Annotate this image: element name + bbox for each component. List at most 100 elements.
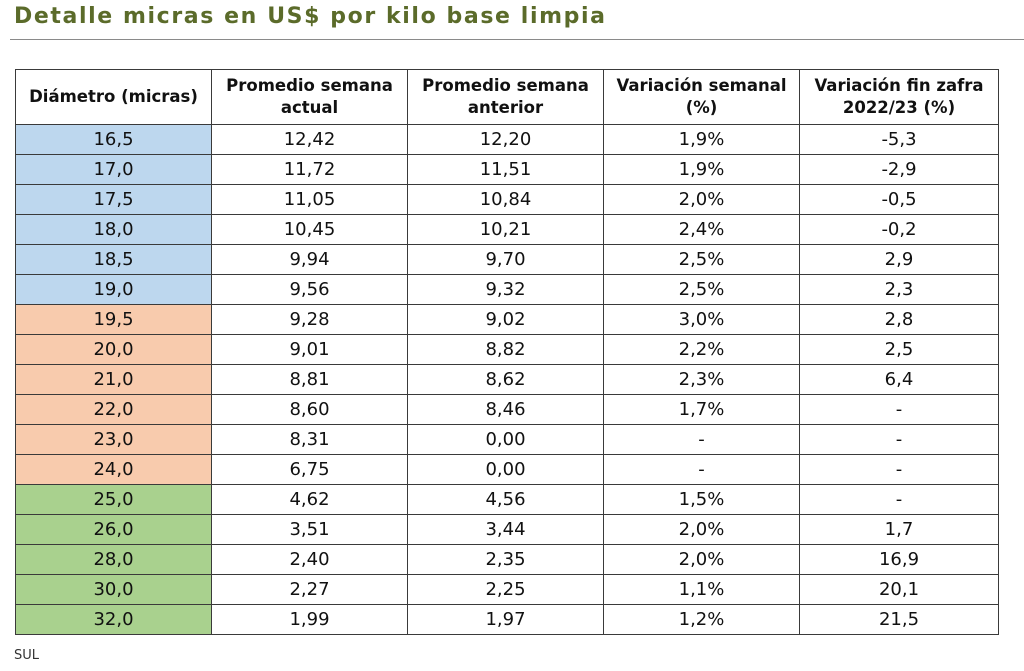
promedio-anterior-cell: 8,46 (407, 394, 604, 425)
header-variacion-zafra: Variación fin zafra 2022/23 (%) (799, 69, 999, 125)
micron-cell: 23,0 (15, 424, 212, 455)
variacion-semanal-cell: 2,3% (603, 364, 800, 395)
micron-cell: 21,0 (15, 364, 212, 395)
variacion-semanal-cell: 3,0% (603, 304, 800, 335)
promedio-actual-cell: 3,51 (211, 514, 408, 545)
promedio-actual-cell: 6,75 (211, 454, 408, 485)
page-title: Detalle micras en US$ por kilo base limp… (14, 4, 607, 29)
promedio-actual-cell: 2,27 (211, 574, 408, 605)
micron-cell: 24,0 (15, 454, 212, 485)
table-row: 17,0 11,72 11,51 1,9% -2,9 (15, 154, 999, 185)
micron-cell: 18,5 (15, 244, 212, 275)
variacion-semanal-cell: 1,9% (603, 154, 800, 185)
table-body: 16,5 12,42 12,20 1,9% -5,3 17,0 11,72 11,51 1,9%… (15, 124, 999, 635)
variacion-semanal-cell: 2,0% (603, 514, 800, 545)
promedio-anterior-cell: 1,97 (407, 604, 604, 635)
micron-price-table: Diámetro (micras) Promedio semana actual… (15, 69, 999, 635)
table-row: 18,5 9,94 9,70 2,5% 2,9 (15, 244, 999, 275)
micron-cell: 19,5 (15, 304, 212, 335)
promedio-actual-cell: 8,60 (211, 394, 408, 425)
micron-cell: 17,0 (15, 154, 212, 185)
variacion-zafra-cell: 2,3 (799, 274, 999, 305)
promedio-actual-cell: 9,28 (211, 304, 408, 335)
table-row: 30,0 2,27 2,25 1,1% 20,1 (15, 574, 999, 605)
variacion-zafra-cell: 2,5 (799, 334, 999, 365)
promedio-actual-cell: 11,72 (211, 154, 408, 185)
variacion-semanal-cell: 2,5% (603, 274, 800, 305)
variacion-semanal-cell: 2,4% (603, 214, 800, 245)
variacion-semanal-cell: 2,0% (603, 544, 800, 575)
micron-cell: 30,0 (15, 574, 212, 605)
table-row: 28,0 2,40 2,35 2,0% 16,9 (15, 544, 999, 575)
variacion-semanal-cell: 1,2% (603, 604, 800, 635)
micron-cell: 25,0 (15, 484, 212, 515)
promedio-actual-cell: 2,40 (211, 544, 408, 575)
promedio-anterior-cell: 0,00 (407, 424, 604, 455)
micron-cell: 19,0 (15, 274, 212, 305)
promedio-actual-cell: 10,45 (211, 214, 408, 245)
variacion-semanal-cell: 2,2% (603, 334, 800, 365)
promedio-anterior-cell: 9,70 (407, 244, 604, 275)
variacion-zafra-cell: 6,4 (799, 364, 999, 395)
promedio-anterior-cell: 10,21 (407, 214, 604, 245)
variacion-zafra-cell: -0,5 (799, 184, 999, 215)
table-row: 20,0 9,01 8,82 2,2% 2,5 (15, 334, 999, 365)
variacion-zafra-cell: -5,3 (799, 124, 999, 155)
header-promedio-anterior: Promedio semana anterior (407, 69, 604, 125)
promedio-anterior-cell: 10,84 (407, 184, 604, 215)
table-header: Diámetro (micras) Promedio semana actual… (15, 69, 999, 125)
table-row: 19,0 9,56 9,32 2,5% 2,3 (15, 274, 999, 305)
variacion-semanal-cell: 1,5% (603, 484, 800, 515)
table-row: 26,0 3,51 3,44 2,0% 1,7 (15, 514, 999, 545)
micron-cell: 22,0 (15, 394, 212, 425)
variacion-semanal-cell: 1,7% (603, 394, 800, 425)
promedio-actual-cell: 8,81 (211, 364, 408, 395)
header-promedio-actual: Promedio semana actual (211, 69, 408, 125)
promedio-anterior-cell: 11,51 (407, 154, 604, 185)
variacion-semanal-cell: 2,5% (603, 244, 800, 275)
promedio-actual-cell: 12,42 (211, 124, 408, 155)
variacion-zafra-cell: - (799, 484, 999, 515)
variacion-semanal-cell: - (603, 454, 800, 485)
promedio-actual-cell: 4,62 (211, 484, 408, 515)
title-divider (10, 39, 1024, 40)
variacion-semanal-cell: 1,9% (603, 124, 800, 155)
variacion-zafra-cell: - (799, 394, 999, 425)
table-row: 23,0 8,31 0,00- - (15, 424, 999, 455)
promedio-anterior-cell: 8,62 (407, 364, 604, 395)
table-row: 17,5 11,05 10,84 2,0% -0,5 (15, 184, 999, 215)
promedio-actual-cell: 11,05 (211, 184, 408, 215)
micron-cell: 26,0 (15, 514, 212, 545)
variacion-semanal-cell: 1,1% (603, 574, 800, 605)
table-row: 32,0 1,99 1,97 1,2% 21,5 (15, 604, 999, 635)
variacion-zafra-cell: 21,5 (799, 604, 999, 635)
promedio-anterior-cell: 9,02 (407, 304, 604, 335)
variacion-zafra-cell: 2,8 (799, 304, 999, 335)
table-row: 19,5 9,28 9,02 3,0% 2,8 (15, 304, 999, 335)
variacion-zafra-cell: - (799, 454, 999, 485)
promedio-actual-cell: 9,94 (211, 244, 408, 275)
promedio-anterior-cell: 2,25 (407, 574, 604, 605)
promedio-actual-cell: 1,99 (211, 604, 408, 635)
promedio-anterior-cell: 2,35 (407, 544, 604, 575)
micron-cell: 32,0 (15, 604, 212, 635)
variacion-zafra-cell: 1,7 (799, 514, 999, 545)
variacion-semanal-cell: - (603, 424, 800, 455)
micron-cell: 17,5 (15, 184, 212, 215)
variacion-zafra-cell: 16,9 (799, 544, 999, 575)
table-row: 18,0 10,45 10,21 2,4% -0,2 (15, 214, 999, 245)
variacion-zafra-cell: - (799, 424, 999, 455)
variacion-zafra-cell: -2,9 (799, 154, 999, 185)
header-variacion-semanal: Variación semanal (%) (603, 69, 800, 125)
table-row: 22,0 8,60 8,46 1,7% - (15, 394, 999, 425)
table-row: 25,0 4,62 4,56 1,5% - (15, 484, 999, 515)
header-row: Diámetro (micras) Promedio semana actual… (15, 69, 999, 125)
promedio-anterior-cell: 0,00 (407, 454, 604, 485)
source-note: SUL (14, 648, 40, 663)
promedio-anterior-cell: 12,20 (407, 124, 604, 155)
promedio-anterior-cell: 3,44 (407, 514, 604, 545)
variacion-semanal-cell: 2,0% (603, 184, 800, 215)
promedio-actual-cell: 9,56 (211, 274, 408, 305)
micron-cell: 18,0 (15, 214, 212, 245)
promedio-actual-cell: 8,31 (211, 424, 408, 455)
